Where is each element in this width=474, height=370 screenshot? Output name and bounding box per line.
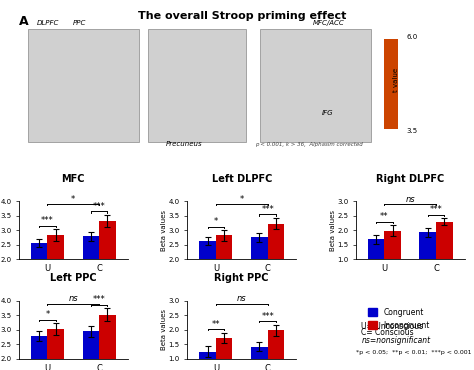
Text: **: ** [211, 320, 220, 329]
Text: p < 0.001, k > 36,  Alphasim corrected: p < 0.001, k > 36, Alphasim corrected [255, 142, 363, 148]
Text: ***: *** [430, 205, 442, 214]
Bar [31, 336, 47, 370]
Bar [31, 243, 47, 317]
Text: ***: *** [41, 216, 54, 225]
Text: *: * [214, 217, 218, 226]
Bar [419, 232, 436, 288]
Bar [82, 236, 99, 317]
Bar [99, 315, 116, 370]
Text: IFG: IFG [322, 110, 333, 116]
Y-axis label: Beta values: Beta values [161, 209, 167, 250]
Text: Precuneus: Precuneus [166, 141, 202, 148]
Text: 6.0: 6.0 [407, 34, 418, 40]
Text: ***: *** [93, 202, 106, 211]
Text: MFC/ACC: MFC/ACC [313, 20, 345, 26]
Text: ns: ns [68, 295, 78, 303]
Text: DLPFC: DLPFC [37, 20, 59, 26]
Bar [47, 329, 64, 370]
Text: The overall Stroop priming effect: The overall Stroop priming effect [137, 11, 346, 21]
Title: Left DLPFC: Left DLPFC [211, 174, 272, 184]
Bar [28, 29, 139, 142]
Bar [251, 347, 268, 370]
Bar [384, 231, 401, 288]
Bar [368, 239, 384, 288]
Bar [260, 29, 371, 142]
Title: Right PPC: Right PPC [215, 273, 269, 283]
Title: Right DLPFC: Right DLPFC [376, 174, 444, 184]
Bar [268, 224, 284, 317]
Title: MFC: MFC [62, 174, 85, 184]
Legend: Congruent, Incongruent: Congruent, Incongruent [365, 305, 433, 333]
Text: t value: t value [393, 68, 399, 92]
Text: ns=nonsignificant: ns=nonsignificant [361, 336, 430, 344]
Bar [47, 235, 64, 317]
Text: **: ** [380, 212, 389, 221]
Text: *: * [71, 195, 75, 204]
Text: ***: *** [93, 295, 106, 305]
Text: 3.5: 3.5 [407, 128, 418, 134]
Text: U= Unconscious: U= Unconscious [361, 322, 423, 331]
Title: Left PPC: Left PPC [50, 273, 97, 283]
Bar [82, 331, 99, 370]
Text: ns: ns [237, 295, 246, 303]
Text: ***: *** [261, 205, 274, 214]
Bar [148, 29, 246, 142]
Bar [199, 241, 216, 317]
Text: *p < 0.05;  **p < 0.01;  ***p < 0.001: *p < 0.05; **p < 0.01; ***p < 0.001 [356, 350, 471, 355]
Text: PPC: PPC [73, 20, 86, 26]
Bar [268, 330, 284, 370]
Y-axis label: Beta values: Beta values [329, 209, 336, 250]
Text: A: A [19, 15, 28, 28]
Text: ns: ns [405, 195, 415, 204]
Bar [216, 338, 232, 370]
Text: *: * [46, 310, 50, 319]
Bar [384, 39, 398, 128]
Bar [199, 352, 216, 370]
Bar [99, 221, 116, 317]
Text: ***: *** [261, 312, 274, 320]
Bar [436, 222, 453, 288]
Bar [251, 237, 268, 317]
Text: C= Conscious: C= Conscious [361, 327, 414, 337]
Text: *: * [240, 195, 244, 204]
Bar [216, 235, 232, 317]
Y-axis label: Beta values: Beta values [161, 309, 167, 350]
